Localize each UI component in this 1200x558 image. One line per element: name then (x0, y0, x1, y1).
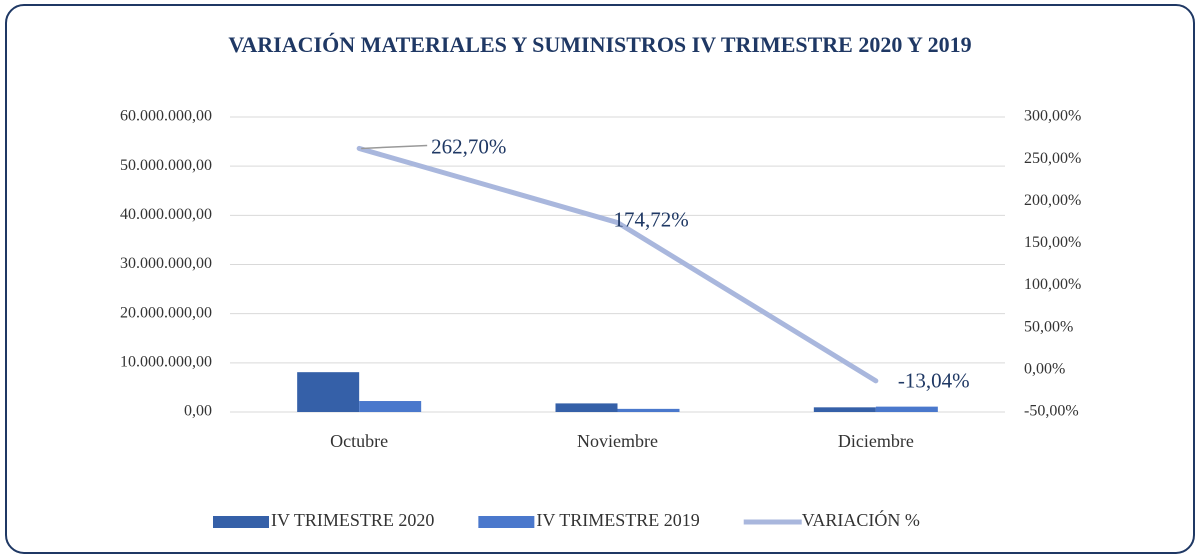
leader-line (361, 144, 428, 150)
bar (813, 407, 876, 412)
y-tick-label: 40.000.000,00 (120, 206, 212, 223)
legend-label: IV TRIMESTRE 2020 (271, 510, 434, 530)
bar (555, 403, 618, 412)
bar (359, 401, 422, 412)
y-tick-label: 20.000.000,00 (120, 304, 212, 321)
x-tick-label: Octubre (330, 431, 388, 451)
legend-label: IV TRIMESTRE 2019 (536, 510, 699, 530)
bar (617, 408, 680, 412)
bar (875, 406, 938, 412)
y2-tick-label: 200,00% (1024, 192, 1081, 209)
y-tick-label: 50.000.000,00 (120, 157, 212, 174)
bar (297, 372, 360, 412)
y2-tick-label: 100,00% (1024, 276, 1081, 293)
data-label: -13,04% (898, 369, 970, 393)
y-tick-label: 30.000.000,00 (120, 255, 212, 272)
y2-tick-label: 0,00% (1024, 361, 1065, 378)
y-tick-label: 0,00 (184, 403, 212, 420)
x-tick-label: Diciembre (838, 431, 914, 451)
y2-tick-label: 150,00% (1024, 234, 1081, 251)
legend-swatch (213, 516, 269, 528)
data-label: 174,72% (614, 207, 689, 231)
legend-label: VARIACIÓN % (802, 509, 920, 530)
y-tick-label: 60.000.000,00 (120, 108, 212, 125)
y-tick-label: 10.000.000,00 (120, 354, 212, 371)
y2-tick-label: -50,00% (1024, 403, 1079, 420)
chart-title: VARIACIÓN MATERIALES Y SUMINISTROS IV TR… (228, 32, 971, 57)
data-label: 262,70% (431, 134, 506, 158)
chart-border (5, 4, 1195, 554)
y2-tick-label: 250,00% (1024, 150, 1081, 167)
y2-tick-label: 50,00% (1024, 318, 1073, 335)
line (356, 145, 879, 384)
legend-swatch (478, 516, 535, 528)
y2-tick-label: 300,00% (1024, 108, 1081, 125)
x-tick-label: Noviembre (577, 431, 658, 451)
